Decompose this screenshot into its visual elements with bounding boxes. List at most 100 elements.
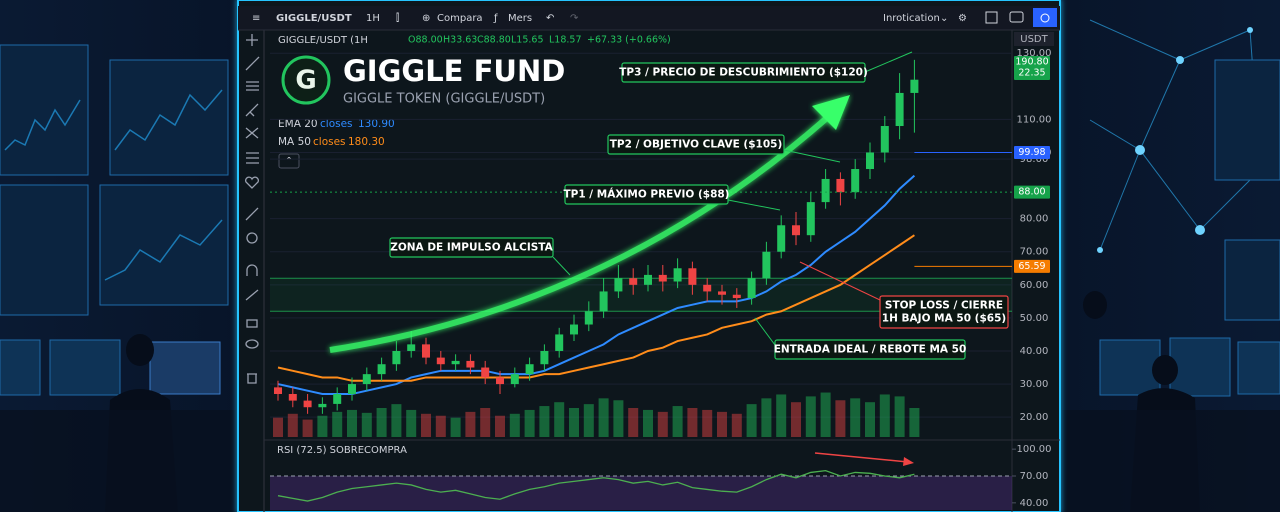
y-tick-label: 50.00 [1020, 313, 1049, 324]
candle-body [703, 284, 712, 292]
volume-bar [391, 404, 402, 437]
rsi-arrowhead [903, 457, 914, 466]
volume-bar [583, 404, 594, 437]
candle-body [318, 403, 327, 408]
rsi-tick-label: 100.00 [1017, 444, 1052, 455]
annotation-leader [783, 149, 841, 163]
candle-body [880, 126, 889, 153]
crosshair-tool[interactable] [246, 34, 258, 46]
person [1152, 355, 1178, 385]
candle-body [895, 92, 904, 127]
y-tick-label: 98.00 [1020, 154, 1049, 165]
volume-bar [657, 411, 668, 437]
candle-body [866, 152, 874, 170]
y-tick-label: 80.00 [1020, 214, 1049, 225]
interval[interactable]: 1H [366, 13, 380, 24]
ruler-tool[interactable] [245, 207, 259, 221]
candle-body [496, 377, 504, 385]
undo[interactable]: ↶ [546, 13, 554, 24]
zoom-tool[interactable] [246, 232, 258, 244]
annotation-leader [552, 256, 571, 276]
indicator-source: closes [313, 136, 346, 148]
more[interactable]: Mers [508, 13, 532, 24]
desk [1062, 410, 1280, 512]
volume-bar [687, 408, 698, 437]
last-price-label: 190.80 [1015, 57, 1048, 68]
indicators-icon[interactable]: ƒ [493, 13, 498, 24]
y-tick-label: 30.00 [1020, 379, 1049, 390]
candle-body [806, 202, 815, 236]
price-badge-label: 88.00 [1018, 187, 1045, 198]
volume-bar [598, 398, 609, 437]
indicator-source: closes [320, 118, 353, 130]
price-badge-label: 99.98 [1018, 147, 1045, 158]
lock-tool[interactable] [246, 319, 258, 328]
candle-body [570, 324, 578, 335]
candle-body [644, 274, 652, 285]
annotation-box [389, 237, 554, 258]
annotation-text: 1H BAJO MA 50 ($65) [882, 313, 1006, 325]
annotation-box [621, 62, 866, 83]
candle-body [688, 268, 697, 285]
redo[interactable]: ↷ [570, 13, 579, 24]
monitor [99, 184, 229, 306]
volume-bar [850, 398, 861, 437]
fullscreen[interactable] [985, 11, 998, 24]
annotation-text: TP3 / PRECIO DE DESCUBRIMIENTO ($120) [619, 67, 868, 79]
measure-tool[interactable] [246, 152, 259, 164]
currency-box[interactable] [1014, 32, 1054, 46]
annotation-leader [799, 261, 881, 301]
volume-bar [539, 406, 550, 437]
ohlc-value: O88.00 [408, 35, 443, 46]
annotation-text: STOP LOSS / CIERRE [885, 300, 1003, 312]
volume-bar [569, 408, 579, 437]
symbol[interactable]: GIGGLE/USDT [276, 13, 352, 24]
volume-bar [613, 400, 624, 437]
candle-body [792, 225, 800, 236]
fib-tool[interactable] [246, 81, 259, 91]
compare[interactable]: Compara [437, 13, 483, 24]
last-price-badge [1014, 56, 1050, 80]
menu-icon[interactable]: ≡ [252, 13, 260, 24]
candle-body [377, 364, 386, 375]
candle-body [762, 251, 771, 279]
volume-bar [421, 413, 431, 437]
volume-bar [746, 404, 757, 437]
candle-body [732, 294, 741, 299]
draw-tool[interactable] [245, 289, 259, 301]
settings[interactable]: ⚙ [958, 13, 967, 24]
volume-bar [731, 413, 742, 437]
layout-menu[interactable]: Inrotication [883, 13, 940, 24]
chart-style-icon[interactable]: ⫿ [396, 12, 399, 24]
volume-bar [332, 411, 343, 437]
volume-bar [465, 411, 476, 437]
legend-title: GIGGLE/USDT (1H [278, 35, 368, 46]
toolbar [238, 6, 1060, 30]
price-badge [1014, 259, 1050, 273]
chevron[interactable]: ⌄ [940, 13, 948, 24]
snapshot[interactable] [1009, 11, 1024, 23]
candle-body [392, 350, 401, 365]
volume-bar [406, 409, 417, 437]
delete-tool[interactable] [247, 373, 257, 384]
volume-bar [628, 408, 639, 437]
volume-bar [820, 392, 831, 437]
annotation-leader [727, 199, 781, 211]
visibility-tool[interactable] [245, 339, 259, 349]
volume-bar [879, 394, 890, 437]
favorite-tool[interactable] [245, 176, 259, 189]
brush-tool[interactable] [245, 103, 259, 117]
magnet-tool[interactable] [246, 264, 258, 276]
candle-body [673, 268, 682, 282]
compare-icon[interactable]: ⊕ [422, 13, 430, 24]
camera-button[interactable] [1033, 8, 1057, 27]
candle-body [540, 350, 549, 365]
candle-body [407, 344, 416, 351]
indicator-value: 180.30 [348, 136, 385, 148]
candle-body [910, 79, 919, 93]
rsi-title: RSI (72.5) SOBRECOMPRA [277, 445, 407, 456]
collapse-button[interactable] [278, 153, 300, 169]
pattern-tool[interactable] [245, 127, 259, 139]
candle-body [599, 291, 608, 312]
trendline-tool[interactable] [245, 56, 260, 71]
